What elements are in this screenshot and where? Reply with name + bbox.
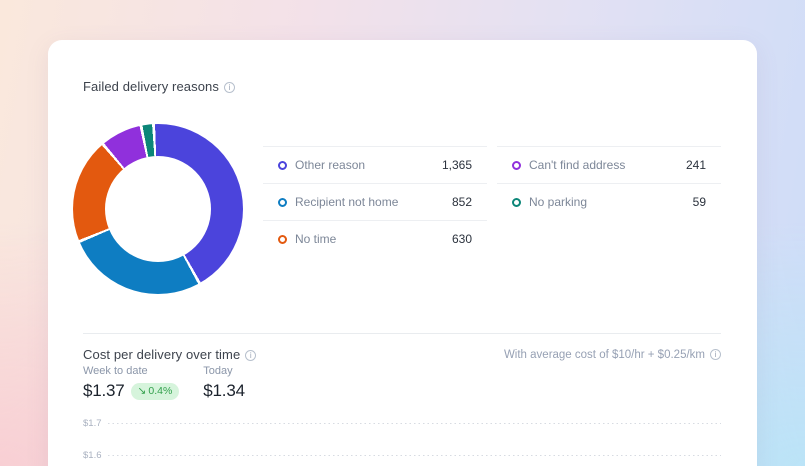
info-icon[interactable]: i xyxy=(223,82,235,93)
cost-title-text: Cost per delivery over time xyxy=(83,347,241,362)
table-row: No time 630 xyxy=(263,220,487,257)
legend-label: No time xyxy=(295,232,337,246)
legend-column-left: Other reason 1,365 Recipient not home 85… xyxy=(263,146,487,257)
change-badge: ↘ 0.4% xyxy=(130,382,180,400)
average-cost-note: With average cost of $10/hr + $0.25/km i xyxy=(503,348,721,361)
metric-label: Today xyxy=(203,365,233,377)
failed-delivery-title: Failed delivery reasons i xyxy=(83,79,235,94)
dashboard-card: Failed delivery reasons i Other reason 1,… xyxy=(48,40,757,466)
cost-section-header: Cost per delivery over time i With averag… xyxy=(83,347,721,362)
table-row: No parking 59 xyxy=(497,183,721,220)
info-icon[interactable]: i xyxy=(245,350,257,361)
table-row: Can't find address 241 xyxy=(497,146,721,183)
legend-value: 630 xyxy=(451,232,472,246)
legend-ring-icon xyxy=(278,197,287,207)
legend-label: Other reason xyxy=(295,158,366,172)
legend-label: Can't find address xyxy=(529,158,626,172)
legend-value: 1,365 xyxy=(441,158,472,172)
legend-ring-icon xyxy=(278,160,287,170)
metric-row: $1.37 ↘ 0.4% xyxy=(83,381,180,401)
metric-row: $1.34 xyxy=(203,381,245,401)
table-row: Recipient not home 852 xyxy=(263,183,487,220)
donut-chart[interactable] xyxy=(73,124,243,294)
legend-ring-icon xyxy=(512,160,521,170)
metric-week-to-date: Week to date $1.37 ↘ 0.4% xyxy=(83,365,180,401)
trend-down-arrow-icon: ↘ xyxy=(137,385,147,397)
metric-today: Today $1.34 xyxy=(203,365,245,401)
y-tick-label: $1.7 xyxy=(83,417,102,429)
table-row: Other reason 1,365 xyxy=(263,146,487,183)
legend-value: 59 xyxy=(692,195,706,209)
average-cost-note-text: With average cost of $10/hr + $0.25/km xyxy=(503,348,705,361)
cost-metrics: Week to date $1.37 ↘ 0.4% Today $1.34 xyxy=(83,365,245,401)
y-tick-label: $1.6 xyxy=(83,449,102,461)
metric-label: Week to date xyxy=(83,365,148,377)
metric-value: $1.37 xyxy=(83,381,125,400)
cost-line-chart[interactable]: $1.7 $1.6 xyxy=(83,407,721,466)
gridline-row: $1.6 xyxy=(83,439,721,466)
cost-title: Cost per delivery over time i xyxy=(83,347,257,362)
donut-chart-wrap xyxy=(73,124,243,294)
legend-column-right: Can't find address 241 No parking 59 xyxy=(497,146,721,220)
change-badge-value: 0.4% xyxy=(148,385,173,397)
legend-ring-icon xyxy=(278,234,287,244)
metric-value: $1.34 xyxy=(203,381,245,400)
legend-ring-icon xyxy=(512,197,521,207)
legend-value: 852 xyxy=(451,195,472,209)
failed-delivery-legend: Other reason 1,365 Recipient not home 85… xyxy=(263,146,721,257)
legend-value: 241 xyxy=(685,158,706,172)
dotted-gridline xyxy=(108,422,721,424)
legend-label: No parking xyxy=(529,195,588,209)
failed-delivery-title-text: Failed delivery reasons xyxy=(83,79,219,94)
legend-label: Recipient not home xyxy=(295,195,399,209)
gridline-row: $1.7 xyxy=(83,407,721,439)
info-icon[interactable]: i xyxy=(710,348,721,360)
dotted-gridline xyxy=(108,454,721,456)
section-divider xyxy=(83,333,721,334)
